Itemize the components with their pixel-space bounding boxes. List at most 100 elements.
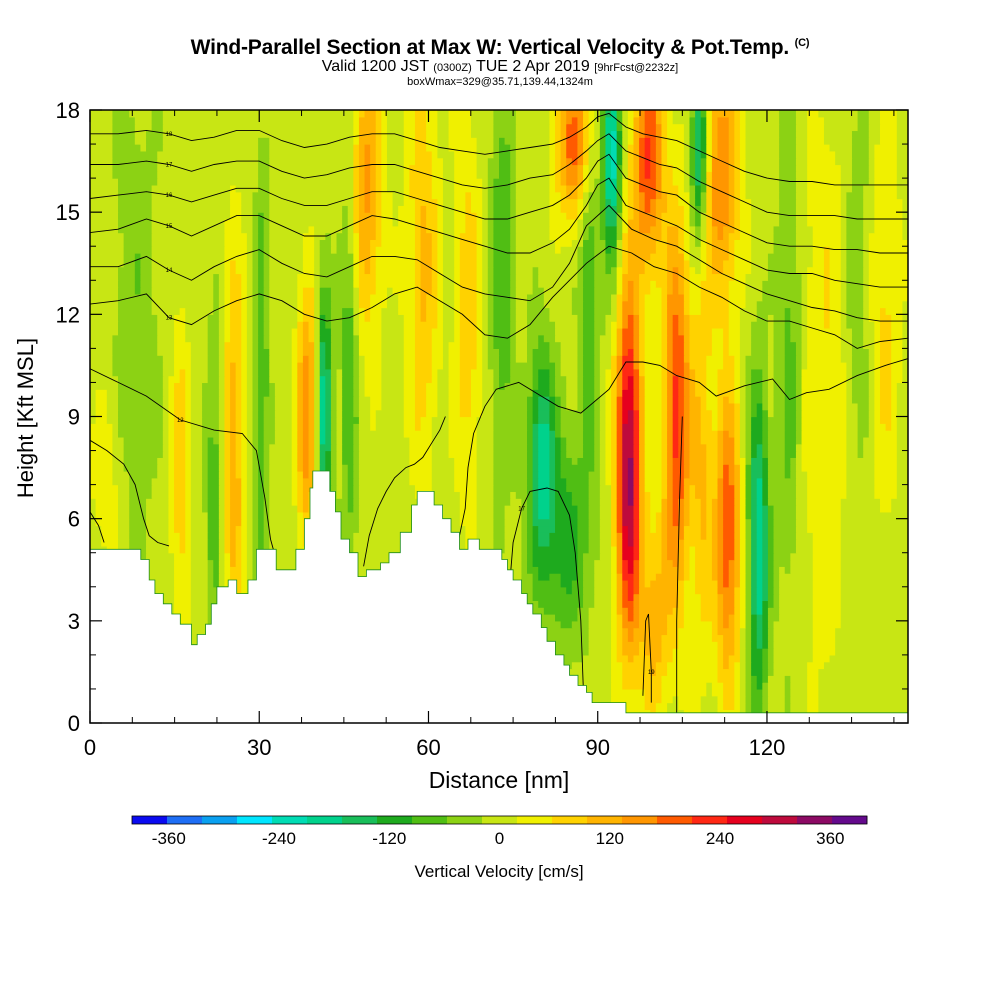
velocity-cell (549, 477, 556, 486)
velocity-cell (801, 293, 808, 302)
velocity-cell (358, 396, 371, 404)
velocity-cell (689, 552, 696, 561)
velocity-cell (190, 443, 203, 452)
velocity-cell (358, 334, 382, 343)
velocity-cell (476, 225, 483, 234)
velocity-cell (622, 389, 635, 397)
velocity-cell (896, 396, 908, 404)
velocity-cell (297, 436, 304, 445)
velocity-cell (583, 246, 595, 254)
velocity-cell (224, 327, 231, 336)
velocity-cell (678, 375, 685, 384)
velocity-cell (174, 396, 186, 404)
velocity-cell (174, 586, 192, 595)
velocity-cell (644, 327, 663, 336)
velocity-cell (90, 477, 114, 486)
velocity-cell (482, 266, 489, 275)
velocity-cell (454, 205, 466, 213)
velocity-cell (616, 232, 623, 241)
velocity-cell (381, 150, 388, 159)
velocity-cell (185, 402, 192, 411)
velocity-cell (482, 287, 489, 295)
velocity-cell (302, 334, 310, 343)
velocity-cell (213, 273, 220, 281)
velocity-cell (678, 191, 691, 200)
velocity-cell (532, 436, 539, 445)
velocity-cell (678, 314, 685, 322)
velocity-cell (482, 239, 489, 247)
velocity-cell (823, 280, 831, 288)
velocity-cell (756, 566, 763, 574)
velocity-cell (190, 450, 203, 458)
velocity-cell (734, 436, 741, 445)
velocity-cell (302, 293, 315, 302)
velocity-cell (330, 423, 338, 431)
velocity-cell (661, 293, 668, 302)
velocity-cell (465, 205, 472, 213)
velocity-cell (190, 409, 203, 418)
velocity-cell (297, 511, 304, 520)
velocity-cell (683, 491, 691, 499)
velocity-cell (672, 457, 685, 465)
velocity-cell (476, 484, 494, 493)
velocity-cell (840, 293, 847, 302)
velocity-cell (353, 389, 360, 397)
velocity-cell (779, 593, 814, 601)
velocity-cell (207, 525, 220, 533)
velocity-cell (807, 300, 825, 309)
velocity-cell (762, 382, 769, 390)
velocity-cell (431, 232, 438, 241)
velocity-cell (678, 287, 685, 295)
velocity-cell (515, 321, 528, 329)
velocity-cell (499, 552, 523, 561)
velocity-cell (723, 498, 735, 506)
velocity-cell (739, 334, 752, 343)
velocity-cell (801, 321, 808, 329)
velocity-cell (711, 552, 719, 561)
velocity-cell (129, 477, 153, 486)
velocity-cell (616, 266, 623, 275)
velocity-cell (622, 164, 629, 172)
velocity-cell (269, 552, 298, 561)
velocity-cell (622, 477, 629, 486)
velocity-cell (482, 348, 489, 356)
velocity-cell (846, 443, 859, 452)
velocity-cell (476, 525, 494, 533)
velocity-cell (246, 239, 254, 247)
velocity-cell (846, 382, 853, 390)
velocity-cell (717, 443, 724, 452)
velocity-cell (174, 498, 186, 506)
velocity-cell (308, 430, 315, 438)
velocity-cell (493, 464, 528, 472)
velocity-cell (476, 266, 483, 275)
velocity-cell (426, 396, 438, 404)
velocity-cell (661, 430, 668, 438)
velocity-cell (661, 566, 685, 574)
velocity-cell (639, 191, 646, 200)
velocity-cell (695, 382, 707, 390)
velocity-cell (723, 443, 735, 452)
velocity-cell (252, 239, 259, 247)
velocity-cell (112, 450, 125, 458)
velocity-cell (599, 171, 607, 179)
velocity-cell (342, 436, 354, 445)
velocity-cell (269, 368, 293, 377)
velocity-cell (112, 150, 158, 159)
velocity-cell (353, 436, 360, 445)
velocity-cell (756, 491, 763, 499)
velocity-cell (515, 287, 534, 295)
velocity-cell (241, 307, 248, 315)
velocity-cell (846, 416, 859, 424)
velocity-cell (874, 450, 898, 458)
velocity-cell (386, 293, 399, 302)
velocity-cell (773, 627, 814, 636)
velocity-cell (258, 525, 265, 533)
velocity-cell (611, 607, 618, 615)
velocity-cell (599, 525, 612, 533)
velocity-cell (807, 348, 842, 356)
velocity-cell (566, 212, 579, 220)
velocity-cell (807, 511, 842, 520)
velocity-cell (532, 416, 539, 424)
velocity-cell (823, 266, 831, 275)
velocity-cell (370, 307, 382, 315)
